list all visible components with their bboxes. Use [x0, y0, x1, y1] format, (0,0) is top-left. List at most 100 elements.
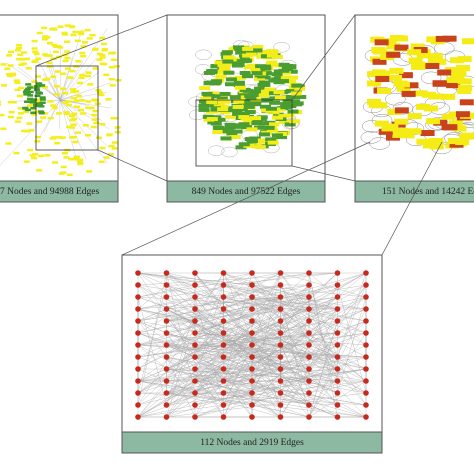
edge: [280, 284, 310, 298]
edge: [166, 392, 367, 418]
node: [386, 43, 401, 50]
node: [306, 270, 312, 276]
node: [66, 173, 73, 177]
node: [103, 156, 110, 159]
node: [258, 139, 270, 144]
node: [278, 79, 290, 84]
node: [265, 62, 277, 67]
node: [202, 114, 214, 119]
node: [74, 131, 81, 134]
node: [449, 57, 464, 64]
node: [452, 125, 467, 132]
node: [220, 354, 227, 360]
node: [267, 49, 279, 54]
node: [54, 141, 61, 145]
node: [99, 123, 106, 126]
node: [235, 50, 247, 55]
node: [220, 136, 232, 141]
node: [334, 318, 341, 324]
node: [306, 282, 312, 288]
node: [258, 93, 270, 98]
node: [334, 270, 341, 276]
node: [0, 63, 7, 66]
edge: [38, 99, 61, 139]
node: [416, 103, 431, 110]
node: [274, 95, 286, 100]
node: [268, 96, 280, 101]
edge: [194, 272, 281, 406]
node: [41, 85, 48, 89]
node: [400, 132, 415, 139]
node: [69, 118, 76, 122]
node: [34, 94, 41, 98]
edge: [59, 56, 73, 101]
node: [277, 318, 284, 324]
zoom-box: [195, 99, 293, 167]
node: [79, 51, 86, 55]
node: [24, 92, 31, 95]
node: [243, 101, 255, 106]
node: [222, 129, 234, 134]
node: [38, 110, 45, 113]
node: [277, 414, 284, 420]
node: [32, 153, 39, 156]
node: [247, 92, 259, 97]
node: [64, 40, 71, 43]
node: [69, 114, 76, 118]
node: [73, 99, 80, 103]
node: [274, 107, 286, 112]
node: [388, 74, 403, 81]
panel-frame: [354, 14, 474, 203]
node: [6, 54, 13, 57]
node: [7, 74, 14, 78]
node: [260, 104, 272, 109]
node: [212, 130, 224, 135]
node: [105, 98, 112, 101]
node: [95, 89, 102, 92]
node: [30, 98, 37, 102]
node: [219, 99, 231, 104]
node: [77, 160, 84, 163]
node: [238, 111, 250, 116]
edge-loop: [195, 49, 212, 61]
node: [229, 95, 241, 100]
node: [407, 113, 422, 120]
node: [306, 306, 312, 312]
edge: [42, 86, 61, 101]
edge: [308, 272, 338, 298]
node: [389, 67, 404, 74]
node: [410, 43, 425, 50]
node: [46, 41, 53, 45]
caption-bar: [354, 180, 474, 203]
node: [285, 88, 297, 93]
node: [306, 402, 312, 408]
node: [82, 123, 89, 127]
node: [77, 81, 84, 85]
node: [73, 105, 80, 108]
node: [363, 282, 369, 288]
node: [38, 154, 45, 158]
node: [25, 83, 32, 86]
node: [217, 107, 229, 112]
edge: [194, 380, 224, 418]
node: [416, 138, 431, 145]
node: [135, 306, 141, 312]
node: [135, 378, 141, 384]
node: [47, 100, 54, 103]
node: [110, 116, 117, 120]
node: [14, 120, 21, 123]
node: [404, 82, 419, 89]
node: [220, 402, 227, 408]
node: [28, 129, 35, 132]
node: [15, 46, 22, 50]
node: [459, 133, 474, 140]
node: [79, 73, 86, 77]
edge: [251, 296, 338, 406]
edge: [166, 320, 253, 370]
edge-loop: [273, 42, 290, 53]
node: [192, 330, 198, 336]
node: [50, 57, 57, 60]
node: [220, 330, 227, 336]
edge: [137, 284, 338, 334]
node: [455, 111, 470, 118]
